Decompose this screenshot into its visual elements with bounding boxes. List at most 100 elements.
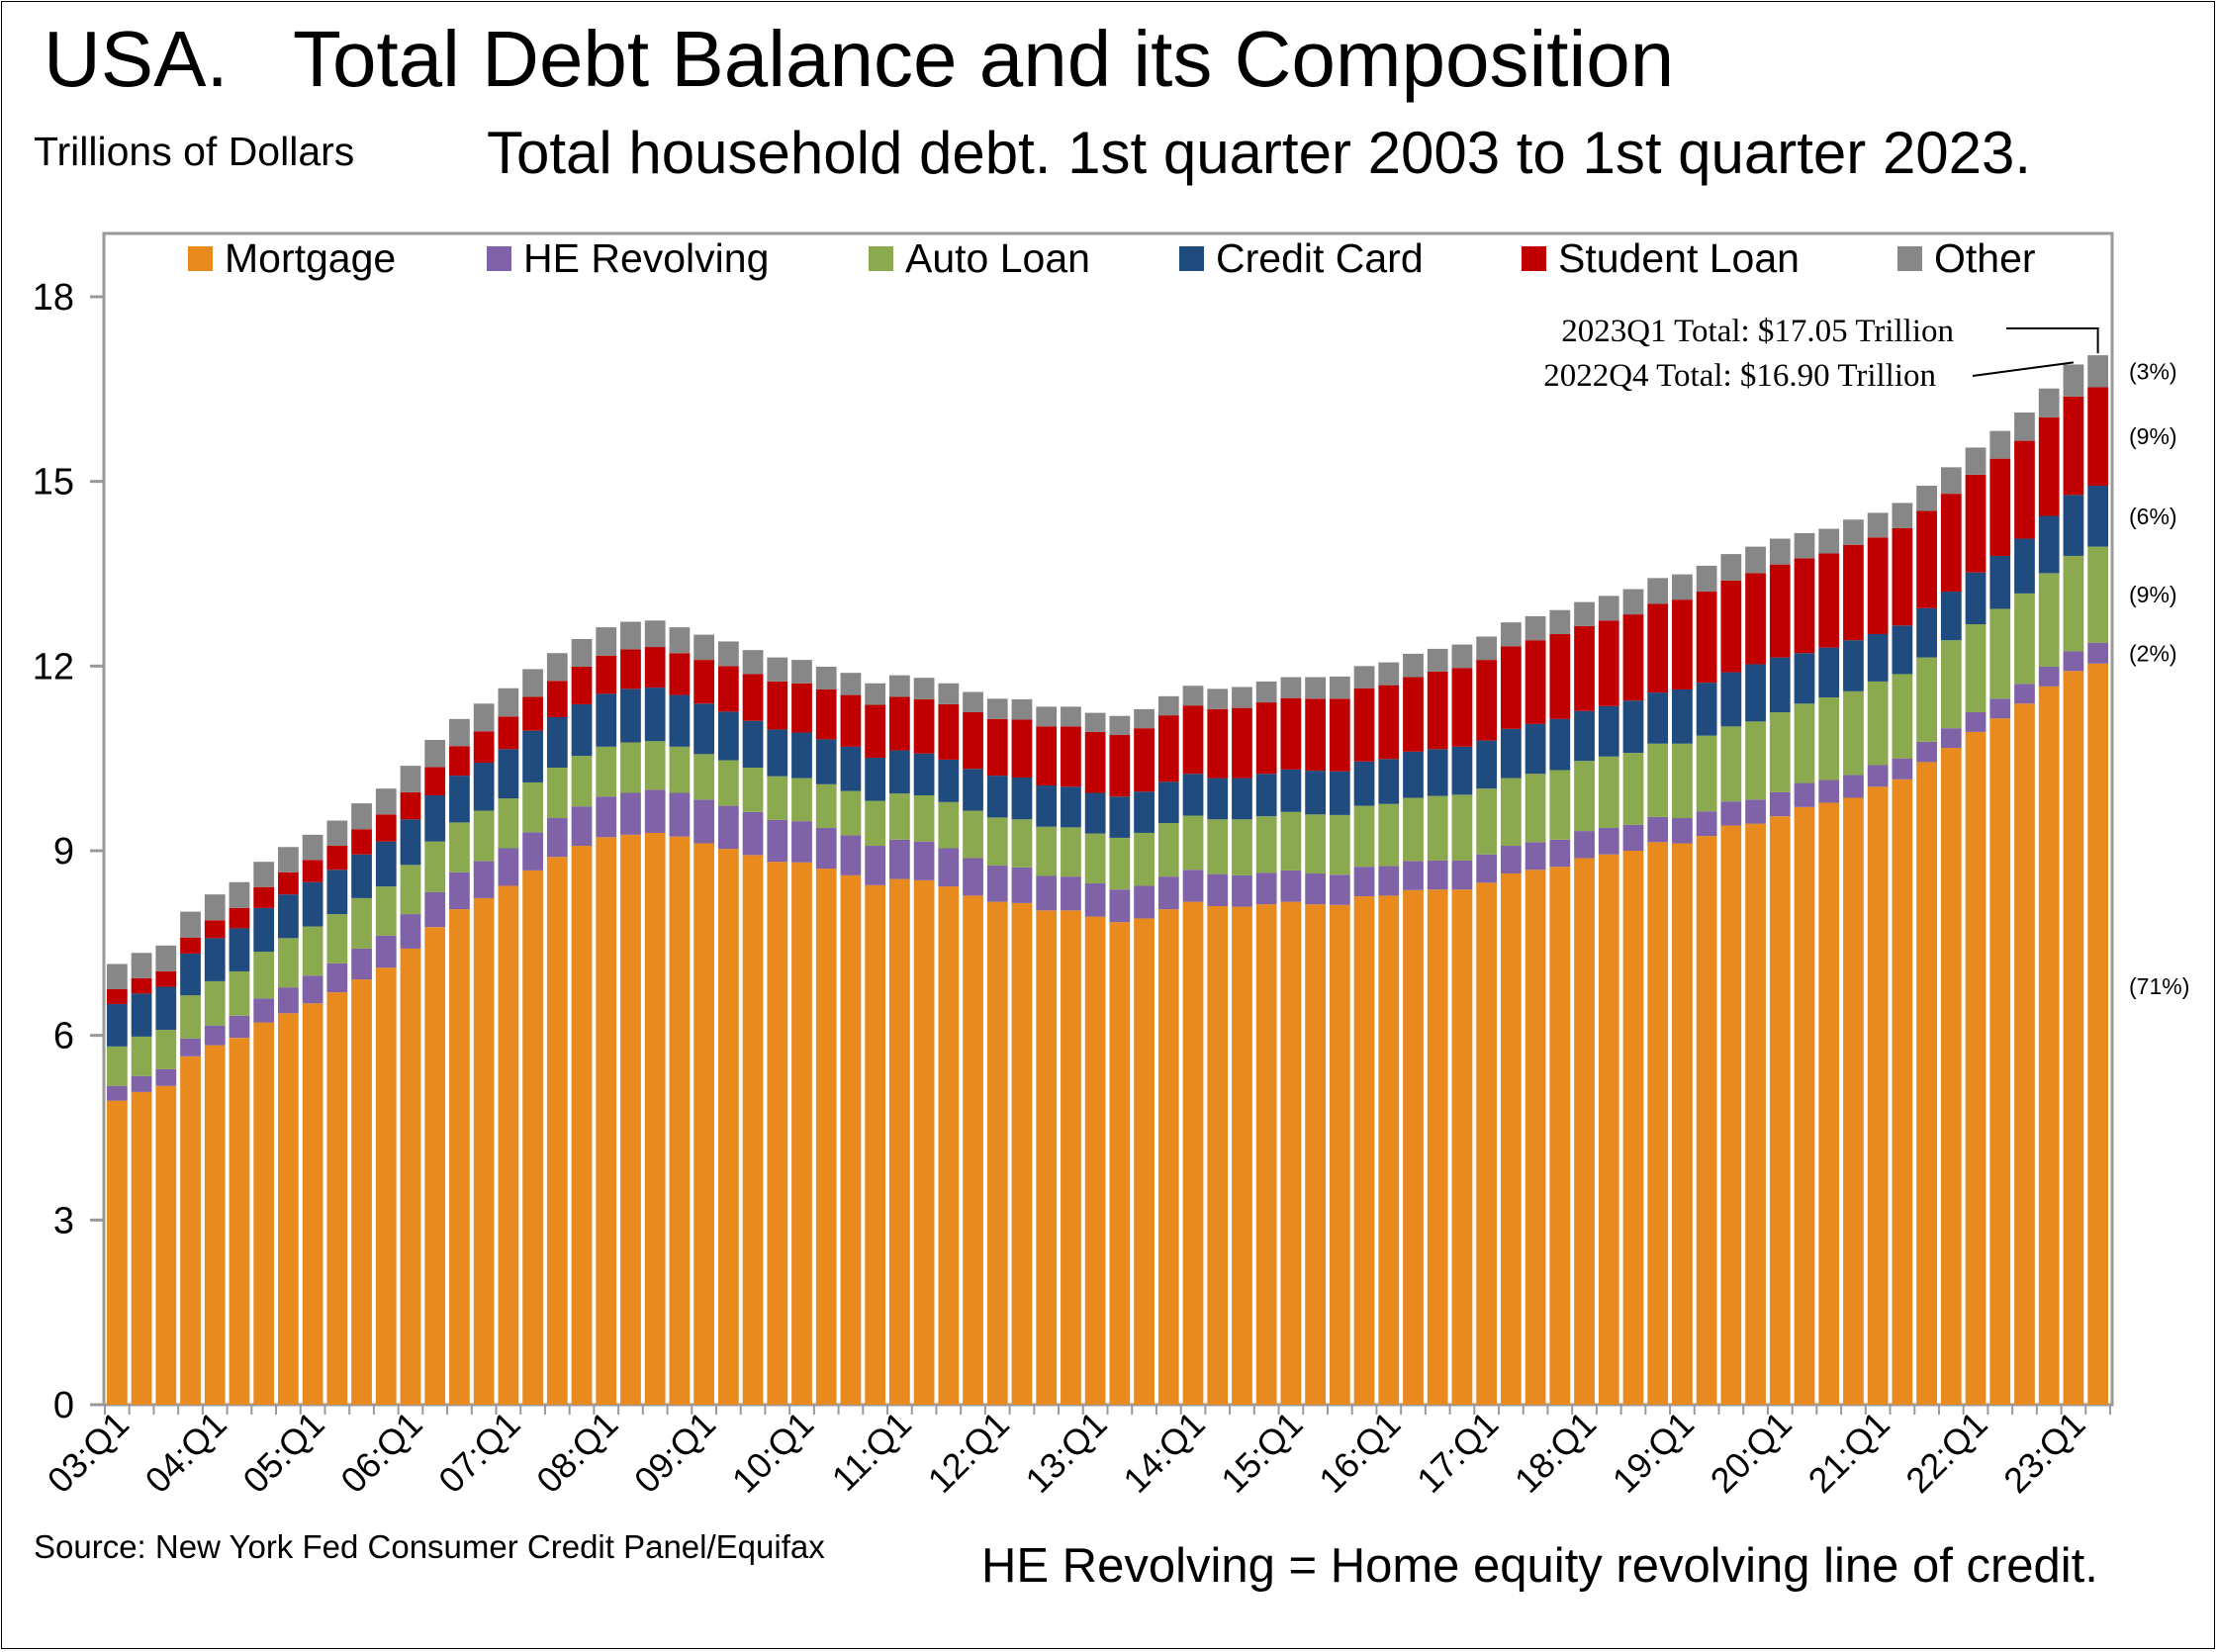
legend-label: Credit Card <box>1216 235 1424 281</box>
bar-segment-student-loan <box>1207 708 1229 779</box>
bar-segment-auto-loan <box>1720 726 1742 802</box>
bar-segment-other <box>449 718 470 747</box>
bar-segment-student-loan <box>155 970 177 987</box>
bar-segment-he-revolving <box>815 827 837 870</box>
bar-segment-credit-card <box>742 720 764 768</box>
bar-segment-credit-card <box>1549 718 1571 771</box>
bar-segment-he-revolving <box>1818 780 1840 803</box>
bar-segment-credit-card <box>106 1003 128 1047</box>
bar-segment-other <box>253 862 275 887</box>
bar-segment-he-revolving <box>2063 651 2084 672</box>
bar-segment-other <box>424 740 446 768</box>
bar-segment-student-loan <box>1843 544 1864 641</box>
x-tick-label: 12:Q1 <box>920 1404 1017 1501</box>
bar-segment-he-revolving <box>840 835 862 875</box>
bar-segment-credit-card <box>1525 723 1546 775</box>
bar-segment-he-revolving <box>204 1025 226 1046</box>
bar-segment-mortgage <box>1134 918 1155 1405</box>
bar-segment-he-revolving <box>302 975 323 1004</box>
bar-segment-he-revolving <box>963 858 983 896</box>
bar-segment-other <box>1232 687 1252 708</box>
bar-segment-auto-loan <box>449 822 470 872</box>
legend-swatch <box>1522 246 1546 271</box>
bar-segment-other <box>229 881 250 908</box>
bar-segment-student-loan <box>473 731 495 764</box>
bar-segment-other <box>278 847 299 872</box>
bar-segment-mortgage <box>1207 906 1229 1405</box>
bar-segment-student-loan <box>1476 660 1498 741</box>
bar-segment-auto-loan <box>1403 797 1424 862</box>
annotation-2023q1-total: 2023Q1 Total: $17.05 Trillion <box>1561 314 1954 349</box>
bar-segment-he-revolving <box>693 799 715 844</box>
bar-segment-auto-loan <box>180 995 201 1039</box>
bar-segment-auto-loan <box>1255 816 1277 873</box>
bar-segment-student-loan <box>1011 719 1033 778</box>
bar-segment-mortgage <box>1157 909 1179 1405</box>
bar-segment-mortgage <box>1378 895 1400 1405</box>
bar-segment-auto-loan <box>669 746 691 793</box>
bar-segment-mortgage <box>693 843 715 1405</box>
bar-segment-credit-card <box>1157 781 1179 823</box>
bar-segment-credit-card <box>1867 633 1889 682</box>
x-tick-label: 10:Q1 <box>724 1404 821 1501</box>
bar-segment-credit-card <box>1305 771 1326 815</box>
bar-segment-mortgage <box>1329 904 1350 1405</box>
bar-segment-credit-card <box>229 928 250 971</box>
bar-segment-student-loan <box>1769 564 1791 658</box>
bar-segment-mortgage <box>1818 802 1840 1405</box>
bar-segment-he-revolving <box>1061 876 1081 911</box>
bar-segment-student-loan <box>351 829 372 855</box>
bar-segment-other <box>473 703 495 732</box>
bar-segment-he-revolving <box>1305 873 1326 905</box>
bar-segment-auto-loan <box>913 795 935 842</box>
bar-segment-mortgage <box>2087 663 2109 1405</box>
bar-segment-student-loan <box>1745 573 1766 665</box>
bar-segment-auto-loan <box>253 952 275 999</box>
bar-segment-auto-loan <box>1061 827 1081 877</box>
bar-segment-auto-loan <box>1378 803 1400 867</box>
bar-segment-other <box>522 669 543 697</box>
bar-segment-auto-loan <box>1843 690 1864 776</box>
bar-segment-other <box>1818 528 1840 554</box>
bar-segment-auto-loan <box>375 886 397 936</box>
bar-segment-mortgage <box>767 862 788 1405</box>
bar-segment-he-revolving <box>1574 831 1595 859</box>
bar-segment-other <box>375 788 397 815</box>
bar-segment-auto-loan <box>889 793 910 840</box>
bar-segment-auto-loan <box>1965 624 1987 712</box>
bar-segment-he-revolving <box>620 792 641 835</box>
bar-segment-he-revolving <box>1940 728 1962 749</box>
bar-segment-credit-card <box>155 986 177 1031</box>
bar-segment-credit-card <box>2014 538 2035 594</box>
bar-segment-other <box>1255 681 1277 703</box>
bar-segment-he-revolving <box>865 846 886 885</box>
bar-segment-student-loan <box>1451 668 1473 747</box>
bar-segment-student-loan <box>1061 726 1081 787</box>
bar-segment-other <box>1329 676 1350 699</box>
y-tick-label: 12 <box>33 646 74 688</box>
bar-segment-he-revolving <box>1451 860 1473 890</box>
bar-segment-student-loan <box>1109 735 1131 797</box>
bar-segment-auto-loan <box>938 801 960 849</box>
bar-segment-he-revolving <box>986 865 1008 902</box>
bar-segment-other <box>1598 596 1619 621</box>
bar-segment-other <box>693 634 715 661</box>
bar-segment-he-revolving <box>1329 874 1350 905</box>
bar-segment-he-revolving <box>1720 801 1742 826</box>
bar-segment-auto-loan <box>791 778 812 822</box>
bar-segment-auto-loan <box>1084 833 1106 883</box>
bar-segment-other <box>1549 609 1571 634</box>
bar-segment-auto-loan <box>1305 814 1326 874</box>
bar-segment-he-revolving <box>1084 882 1106 917</box>
bar-segment-auto-loan <box>1157 823 1179 877</box>
x-tick-label: 22:Q1 <box>1897 1404 1994 1501</box>
bar-segment-auto-loan <box>717 760 739 806</box>
bar-segment-auto-loan <box>278 938 299 988</box>
bar-segment-other <box>1084 712 1106 732</box>
bar-segment-student-loan <box>1036 726 1058 786</box>
bar-segment-credit-card <box>1647 692 1669 744</box>
bar-segment-he-revolving <box>644 789 666 833</box>
bar-segment-other <box>963 691 983 712</box>
bar-segment-other <box>669 627 691 654</box>
bar-segment-student-loan <box>1157 715 1179 782</box>
